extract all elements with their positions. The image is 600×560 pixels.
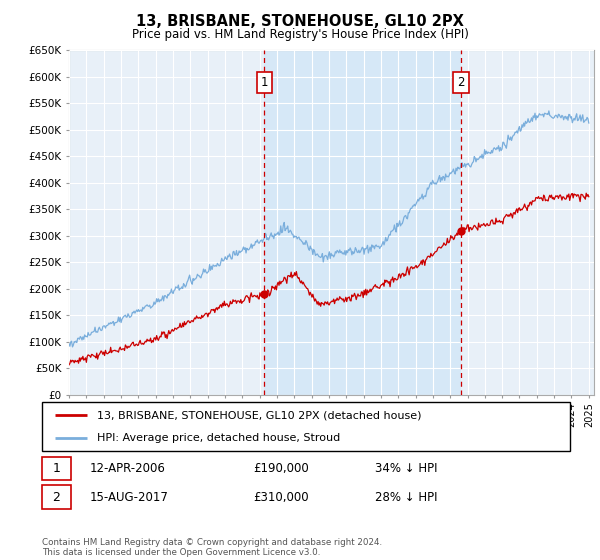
Text: £190,000: £190,000 (253, 462, 309, 475)
Text: 15-AUG-2017: 15-AUG-2017 (89, 491, 169, 503)
Text: Contains HM Land Registry data © Crown copyright and database right 2024.
This d: Contains HM Land Registry data © Crown c… (42, 538, 382, 557)
Text: 1: 1 (260, 76, 268, 88)
Text: 34% ↓ HPI: 34% ↓ HPI (374, 462, 437, 475)
Text: £310,000: £310,000 (253, 491, 309, 503)
Bar (265, 50, 461, 395)
Text: 28% ↓ HPI: 28% ↓ HPI (374, 491, 437, 503)
Text: HPI: Average price, detached house, Stroud: HPI: Average price, detached house, Stro… (97, 433, 341, 444)
Text: 1: 1 (53, 462, 61, 475)
Text: 13, BRISBANE, STONEHOUSE, GL10 2PX: 13, BRISBANE, STONEHOUSE, GL10 2PX (136, 14, 464, 29)
Text: 12-APR-2006: 12-APR-2006 (89, 462, 166, 475)
Text: 13, BRISBANE, STONEHOUSE, GL10 2PX (detached house): 13, BRISBANE, STONEHOUSE, GL10 2PX (deta… (97, 410, 422, 421)
Text: 2: 2 (53, 491, 61, 503)
Text: 2: 2 (457, 76, 464, 88)
Text: Price paid vs. HM Land Registry's House Price Index (HPI): Price paid vs. HM Land Registry's House … (131, 28, 469, 41)
Bar (42, 486, 71, 509)
Bar (42, 456, 71, 480)
